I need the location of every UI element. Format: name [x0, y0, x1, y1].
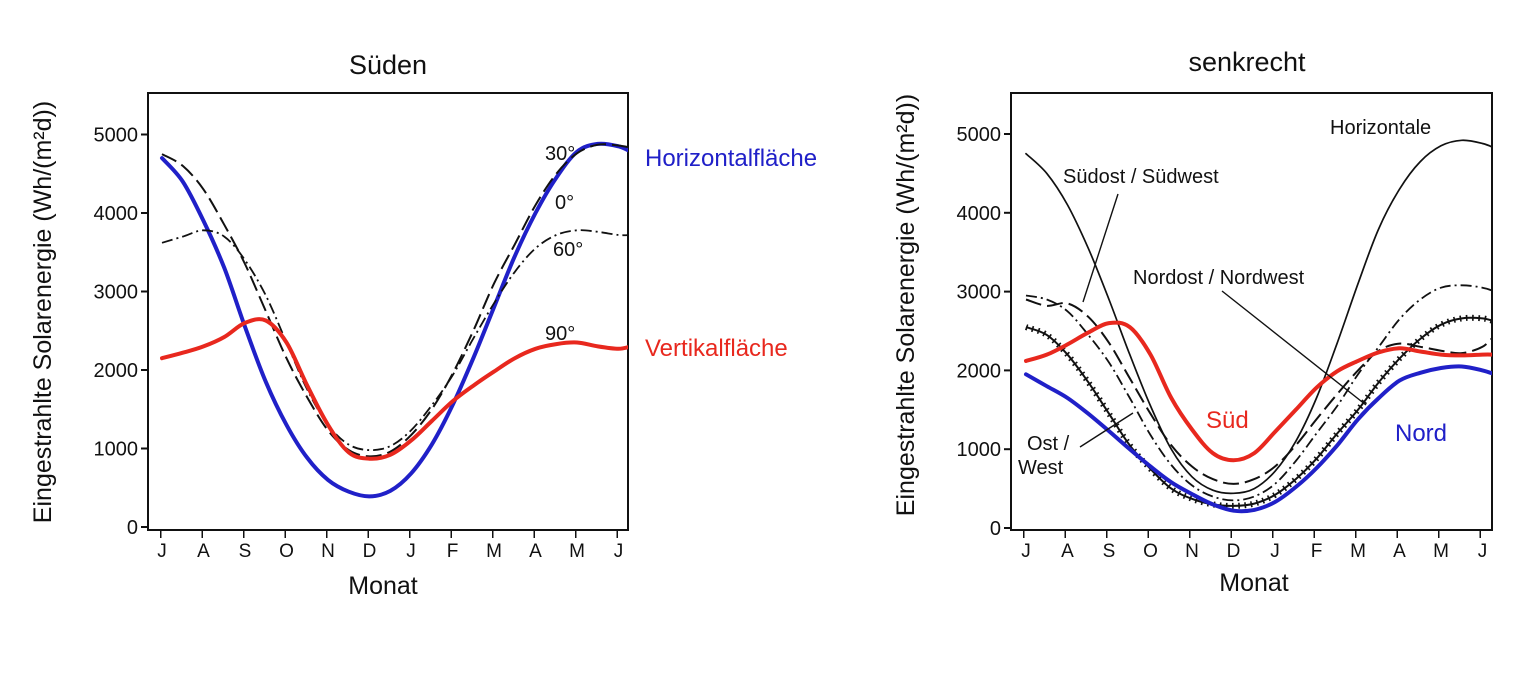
- y-tick-label: 3000: [94, 282, 139, 304]
- plot-frame: [147, 92, 629, 531]
- annotation-30deg: 30°: [545, 143, 575, 165]
- chart-title: Süden: [349, 50, 427, 80]
- x-tick-label: A: [1061, 541, 1074, 562]
- y-tick-label: 2000: [957, 360, 1002, 382]
- x-tick-label: J: [1478, 541, 1488, 562]
- y-tick-label: 1000: [957, 439, 1002, 461]
- chart-title: senkrecht: [1188, 47, 1306, 77]
- x-tick-label: S: [1103, 541, 1116, 562]
- y-axis-label: Eingestrahlte Solarenergie (Wh/(m²d)): [29, 101, 57, 523]
- x-tick-label: M: [569, 541, 585, 562]
- label-horizontalflaeche: Horizontalfläche: [645, 145, 817, 172]
- leader-suedost: [1082, 193, 1119, 303]
- label-sued: Süd: [1206, 407, 1249, 434]
- series-line-s-d: [1024, 320, 1492, 463]
- y-tick-label: 4000: [957, 203, 1002, 225]
- annotation-nordost-nordwest: Nordost / Nordwest: [1133, 267, 1305, 289]
- plot-frame: [1010, 92, 1493, 531]
- leader-nordost: [1221, 290, 1367, 406]
- annotation-ost: Ost /: [1027, 433, 1070, 455]
- annotation-60deg: 60°: [553, 239, 583, 261]
- x-tick-label: J: [157, 541, 167, 562]
- y-axis-label: Eingestrahlte Solarenergie (Wh/(m²d)): [892, 94, 920, 516]
- series-line-horizontale: [1025, 139, 1492, 495]
- x-axis-label: Monat: [348, 572, 418, 600]
- x-tick-label: M: [1350, 541, 1366, 562]
- x-tick-label: M: [486, 541, 502, 562]
- x-tick-label: J: [1021, 541, 1031, 562]
- y-tick-label: 5000: [957, 124, 1002, 146]
- leader-ost-west: [1079, 412, 1134, 448]
- chart-senkrecht: senkrecht Eingestrahlte Solarenergie (Wh…: [892, 47, 1493, 597]
- y-tick-label: 4000: [94, 203, 139, 225]
- x-axis-label: Monat: [1219, 569, 1289, 597]
- y-tick-label: 1000: [94, 439, 139, 461]
- label-nord: Nord: [1395, 420, 1447, 447]
- x-tick-label: O: [279, 541, 294, 562]
- chart-sueden: Süden Eingestrahlte Solarenergie (Wh/(m²…: [29, 50, 817, 600]
- annotation-0deg: 0°: [555, 192, 574, 214]
- x-tick-label: A: [529, 541, 542, 562]
- x-tick-label: N: [321, 541, 335, 562]
- series-line-s-dost-s-dwest: [1025, 298, 1492, 485]
- series-line-30: [161, 143, 628, 458]
- series-line-nordost-nordwest-core: [1025, 316, 1492, 507]
- x-tick-label: F: [447, 541, 459, 562]
- label-vertikalflaeche: Vertikalfläche: [645, 335, 788, 362]
- y-tick-label: 5000: [94, 125, 139, 147]
- x-tick-label: M: [1433, 541, 1449, 562]
- x-tick-label: J: [406, 541, 416, 562]
- x-tick-label: J: [1270, 541, 1280, 562]
- y-tick-label: 0: [990, 518, 1001, 540]
- x-tick-label: N: [1185, 541, 1199, 562]
- x-tick-label: A: [197, 541, 210, 562]
- x-tick-label: S: [239, 541, 252, 562]
- y-tick-label: 2000: [94, 360, 139, 382]
- x-tick-label: D: [1227, 541, 1241, 562]
- y-tick-label: 3000: [957, 282, 1002, 304]
- annotation-90deg: 90°: [545, 323, 575, 345]
- x-tick-label: F: [1311, 541, 1323, 562]
- y-tick-label: 0: [127, 517, 138, 539]
- series-line-60: [161, 229, 628, 452]
- x-tick-label: D: [363, 541, 377, 562]
- x-tick-label: O: [1143, 541, 1158, 562]
- annotation-leaders: [1079, 193, 1367, 448]
- annotation-horizontale: Horizontale: [1330, 117, 1431, 139]
- x-tick-label: J: [614, 541, 624, 562]
- series-line-vertikalfl-che: [160, 317, 628, 461]
- annotation-west: West: [1018, 457, 1064, 479]
- series-line-ost-west: [1025, 284, 1492, 502]
- annotation-suedost-suedwest: Südost / Südwest: [1063, 166, 1219, 188]
- x-tick-label: A: [1393, 541, 1406, 562]
